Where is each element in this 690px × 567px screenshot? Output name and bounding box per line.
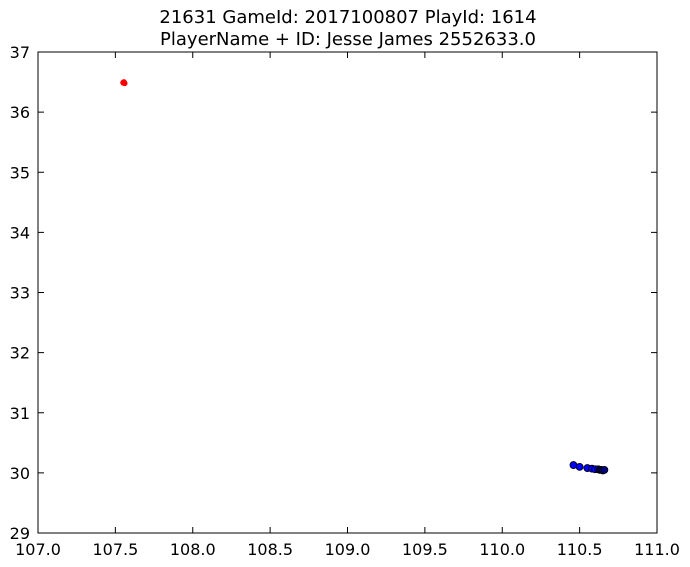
x-tick-label: 108.0 [170, 540, 216, 559]
x-tick-labels: 107.0 107.5 108.0 108.5 109.0 109.5 110.0 110.5… [15, 540, 680, 559]
y-tick-label: 34 [10, 223, 30, 242]
x-tick-label: 109.0 [325, 540, 371, 559]
data-point [121, 80, 128, 87]
y-tick-label: 30 [10, 464, 30, 483]
data-point [575, 462, 584, 471]
y-tick-label: 35 [10, 163, 30, 182]
data-point [600, 465, 609, 474]
x-tick-label: 107.0 [15, 540, 61, 559]
x-tick-label: 107.5 [92, 540, 138, 559]
chart-title-line-2: PlayerName + ID: Jesse James 2552633.0 [160, 29, 536, 50]
plot-frame [37, 51, 658, 534]
chart-title-line-1: 21631 GameId: 2017100807 PlayId: 1614 [159, 7, 537, 28]
x-tick-label: 109.5 [402, 540, 448, 559]
y-tick-label: 32 [10, 344, 30, 363]
x-tick-label: 111.0 [634, 540, 680, 559]
y-tick-labels: 29 30 31 32 33 34 35 36 37 [10, 43, 30, 543]
x-tick-label: 108.5 [247, 540, 293, 559]
data-points [120, 79, 609, 475]
x-tick-label: 110.5 [557, 540, 603, 559]
y-tick-label: 36 [10, 103, 30, 122]
x-tick-label: 110.0 [479, 540, 525, 559]
y-tick-label: 37 [10, 43, 30, 62]
y-tick-label: 31 [10, 404, 30, 423]
axis-ticks [37, 51, 658, 534]
y-tick-label: 33 [10, 284, 30, 303]
y-tick-label: 29 [10, 524, 30, 543]
